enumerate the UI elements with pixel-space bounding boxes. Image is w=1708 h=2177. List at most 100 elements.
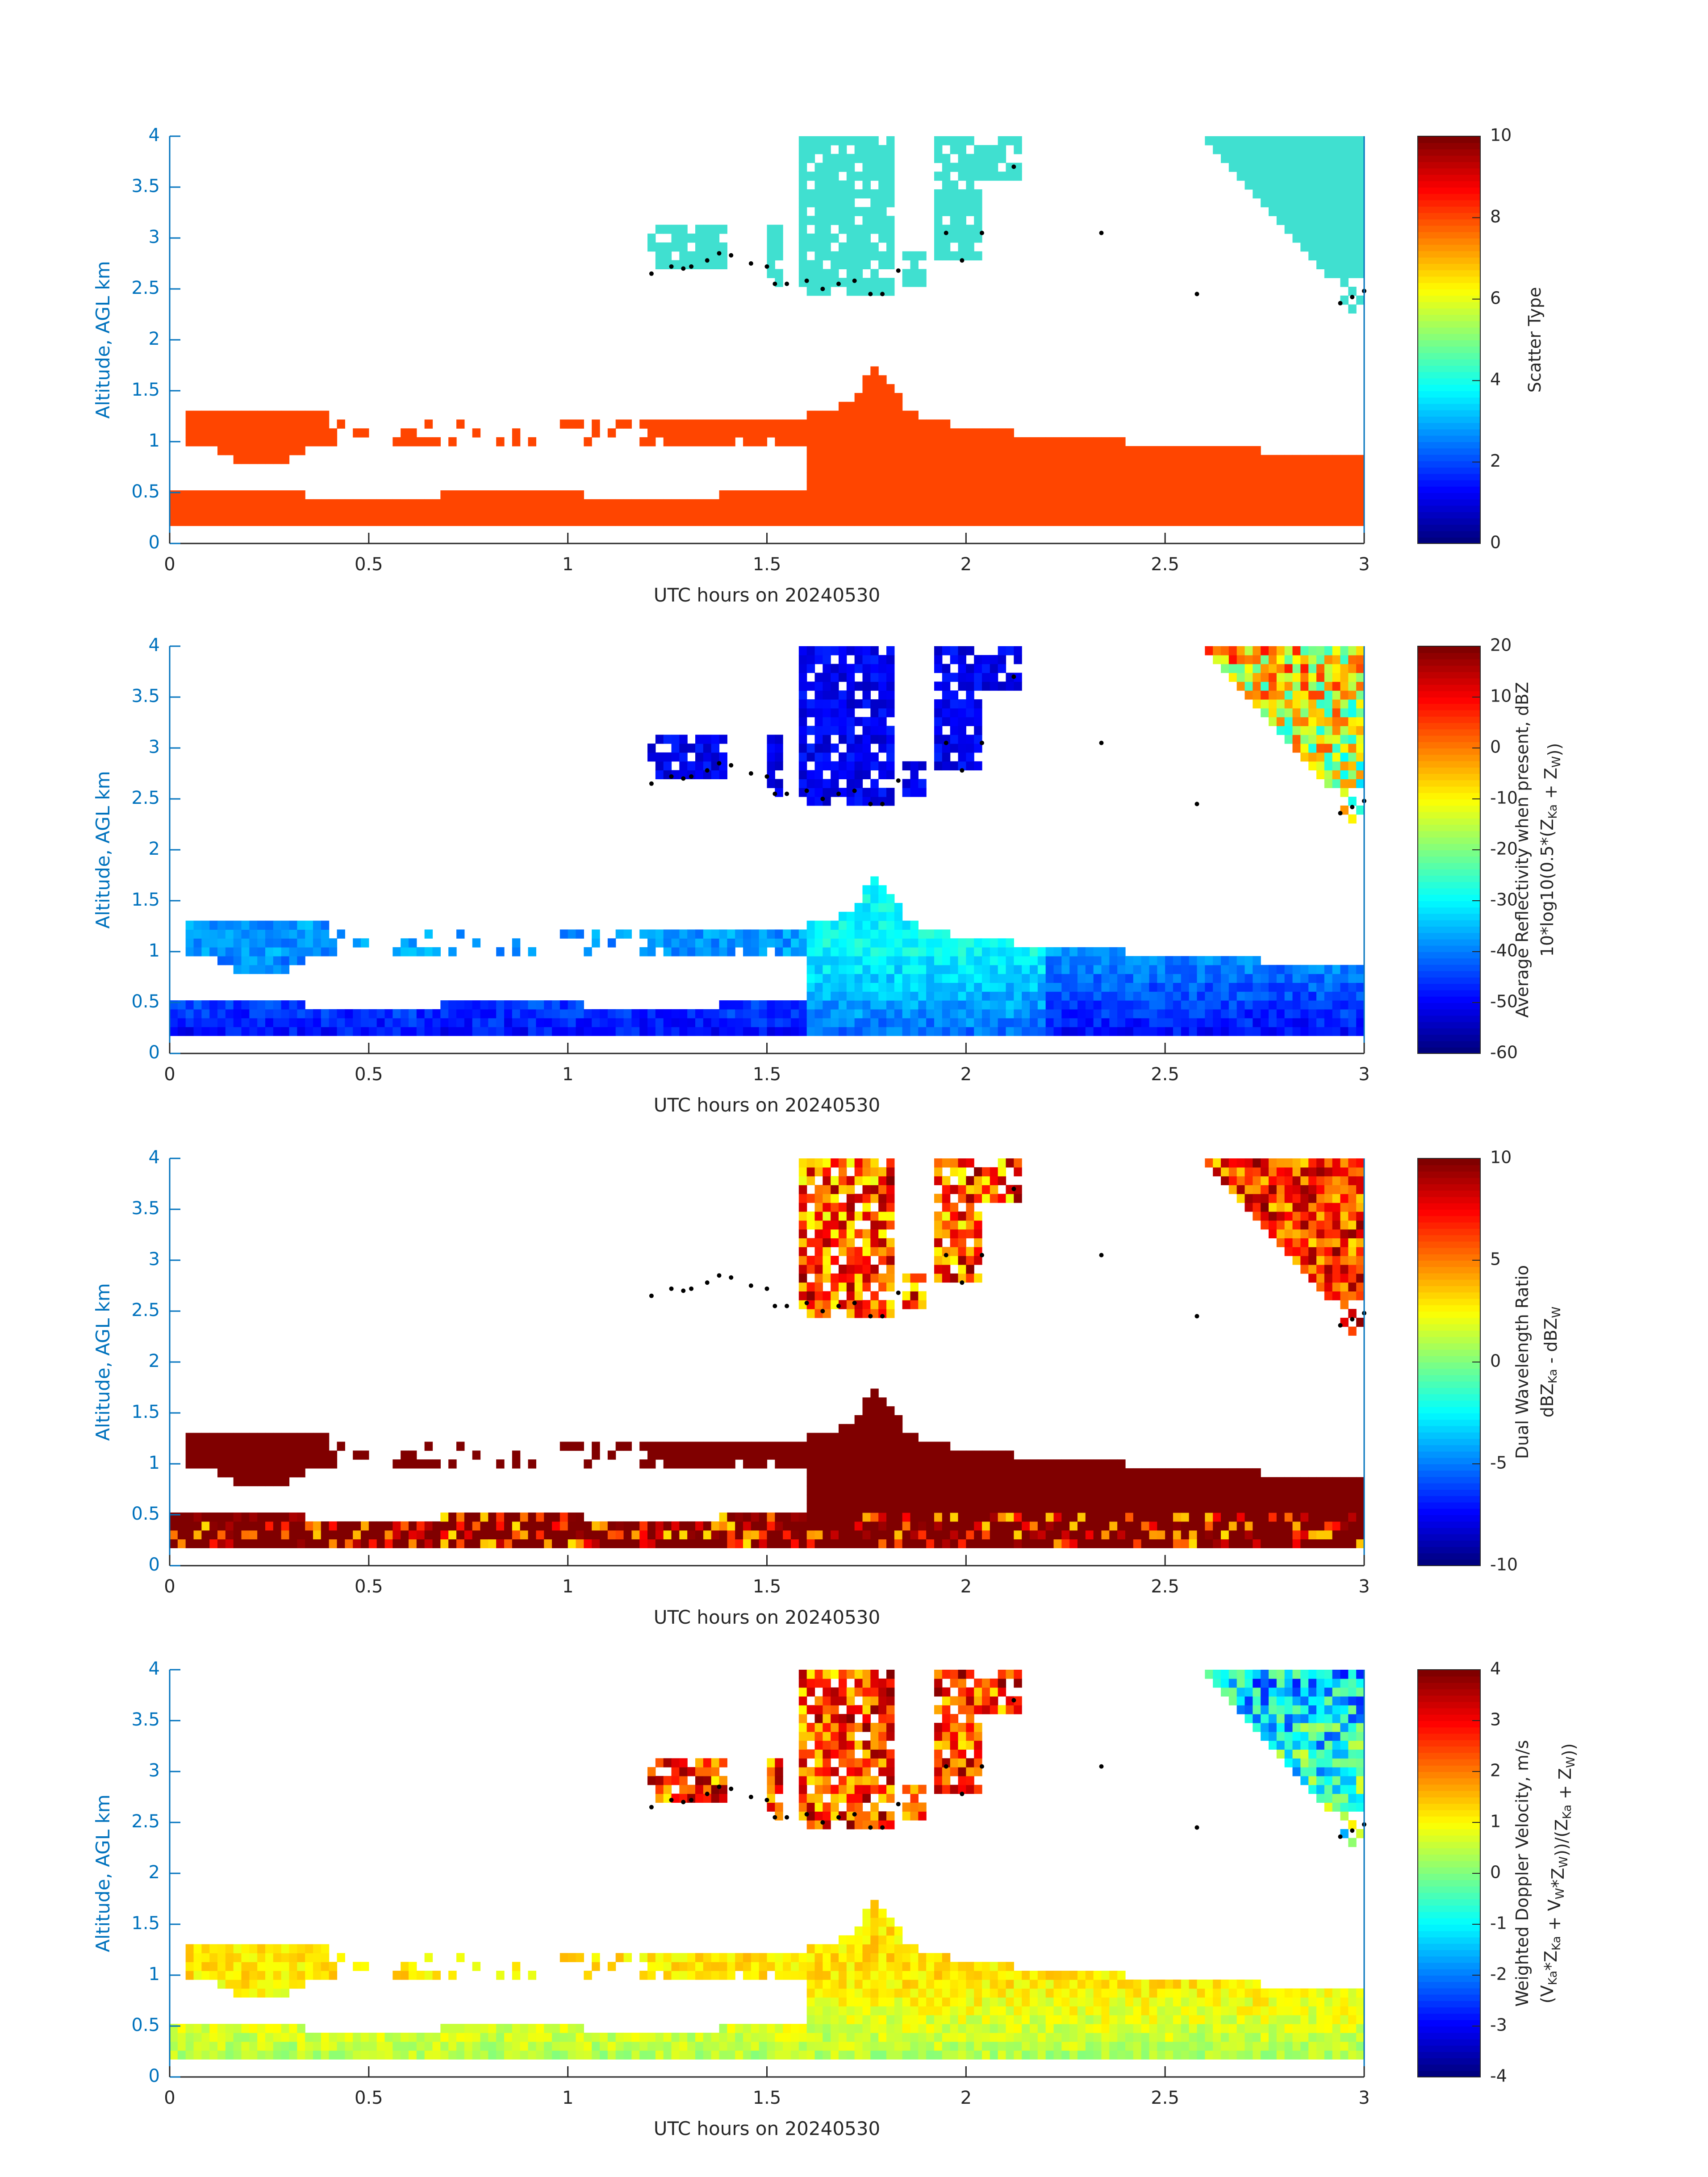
heatmap-cell (990, 1185, 998, 1194)
heatmap-cell (1093, 991, 1102, 1001)
heatmap-cell (687, 1521, 696, 1531)
heatmap-cell (1030, 1504, 1038, 1513)
heatmap-cell (695, 1009, 704, 1019)
heatmap-cell (814, 1264, 823, 1274)
heatmap-cell (209, 1027, 218, 1036)
heatmap-cell (257, 1433, 266, 1442)
heatmap-cell (663, 1018, 672, 1028)
heatmap-cell (639, 1442, 648, 1451)
heatmap-cell (886, 1018, 895, 1028)
heatmap-cell (886, 1185, 895, 1194)
heatmap-cell (544, 1539, 552, 1548)
heatmap-cell (823, 136, 831, 146)
heatmap-cell (544, 1521, 552, 1531)
heatmap-cell (1109, 490, 1118, 500)
heatmap-cell (846, 735, 855, 744)
heatmap-cell (560, 1530, 568, 1540)
heatmap-cell (1205, 472, 1213, 482)
heatmap-cell (862, 947, 871, 957)
heatmap-cell (647, 1027, 656, 1036)
heatmap-cell (870, 1397, 879, 1407)
heatmap-cell (926, 490, 935, 500)
heatmap-cell (886, 690, 895, 700)
heatmap-cell (416, 1009, 425, 1019)
heatmap-cell (671, 752, 680, 762)
heatmap-cell (560, 1513, 568, 1522)
heatmap-cell (823, 1018, 831, 1028)
heatmap-cell (831, 198, 839, 208)
heatmap-cell (950, 726, 959, 735)
heatmap-cell (854, 508, 863, 518)
heatmap-cell (1253, 681, 1261, 691)
heatmap-cell (297, 1009, 305, 1019)
heatmap-cell (305, 1450, 313, 1460)
heatmap-cell (1356, 198, 1365, 208)
heatmap-cell (1356, 673, 1365, 682)
heatmap-cell (257, 956, 266, 965)
heatmap-cell (823, 508, 831, 518)
heatmap-cell (1014, 1539, 1022, 1548)
heatmap-cell (998, 171, 1006, 181)
heatmap-cell (1085, 472, 1094, 482)
heatmap-cell (1340, 517, 1349, 526)
heatmap-cell (798, 1176, 807, 1186)
heatmap-cell (1061, 982, 1070, 992)
heatmap-cell (1165, 446, 1173, 455)
colorbar-band (1418, 952, 1480, 959)
heatmap-cell (1228, 1009, 1237, 1019)
heatmap-cell (806, 499, 815, 509)
heatmap-cell (1332, 455, 1341, 464)
heatmap-cell (870, 490, 879, 500)
heatmap-cell (1324, 260, 1333, 269)
heatmap-cell (719, 1450, 727, 1460)
heatmap-cell (823, 920, 831, 930)
heatmap-cell (1340, 1027, 1349, 1036)
heatmap-cell (655, 260, 664, 269)
heatmap-cell (1332, 646, 1341, 656)
heatmap-cell (671, 428, 680, 438)
heatmap-cell (711, 419, 720, 429)
heatmap-cell (568, 1521, 576, 1531)
heatmap-cell (512, 1450, 521, 1460)
heatmap-cell (1181, 464, 1190, 473)
heatmap-cell (831, 171, 839, 181)
heatmap-cell (671, 1442, 680, 1451)
heatmap-cell (1261, 508, 1269, 518)
heatmap-cell (846, 189, 855, 199)
heatmap-cell (814, 991, 823, 1001)
heatmap-cell (1022, 956, 1030, 965)
heatmap-cell (1165, 965, 1173, 974)
heatmap-cell (823, 1521, 831, 1531)
heatmap-cell (273, 1459, 282, 1469)
heatmap-cell (1165, 991, 1173, 1001)
heatmap-cell (814, 1018, 823, 1028)
heatmap-cell (257, 1477, 266, 1487)
heatmap-cell (823, 752, 831, 762)
heatmap-cell (783, 508, 791, 518)
heatmap-cell (1300, 198, 1309, 208)
heatmap-cell (679, 761, 688, 771)
heatmap-cell (233, 1009, 242, 1019)
heatmap-cell (1077, 965, 1086, 974)
heatmap-cell (679, 1018, 688, 1028)
heatmap-cell (814, 251, 823, 261)
heatmap-cell (846, 499, 855, 509)
heatmap-cell (839, 761, 847, 771)
heatmap-cell (488, 1009, 497, 1019)
heatmap-cell (393, 1459, 401, 1469)
heatmap-cell (1284, 171, 1293, 181)
heatmap-cell (647, 947, 656, 957)
heatmap-cell (727, 1450, 735, 1460)
heatmap-cell (998, 655, 1006, 664)
heatmap-cell (806, 472, 815, 482)
heatmap-cell (1165, 464, 1173, 473)
heatmap-cell (201, 490, 210, 500)
heatmap-cell (1133, 481, 1142, 491)
heatmap-cell (257, 508, 266, 518)
heatmap-cell (878, 1397, 887, 1407)
heatmap-cell (1022, 1521, 1030, 1531)
heatmap-cell (966, 1521, 974, 1531)
heatmap-cell (862, 761, 871, 771)
heatmap-cell (1109, 965, 1118, 974)
heatmap-cell (854, 779, 863, 788)
